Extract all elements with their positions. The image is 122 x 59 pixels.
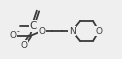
Text: O: O xyxy=(39,26,46,36)
Text: N: N xyxy=(69,26,75,36)
Text: O: O xyxy=(20,40,27,50)
Text: O: O xyxy=(10,32,16,40)
Text: C: C xyxy=(29,21,37,31)
Text: O: O xyxy=(96,26,102,36)
Text: -: - xyxy=(17,27,19,37)
